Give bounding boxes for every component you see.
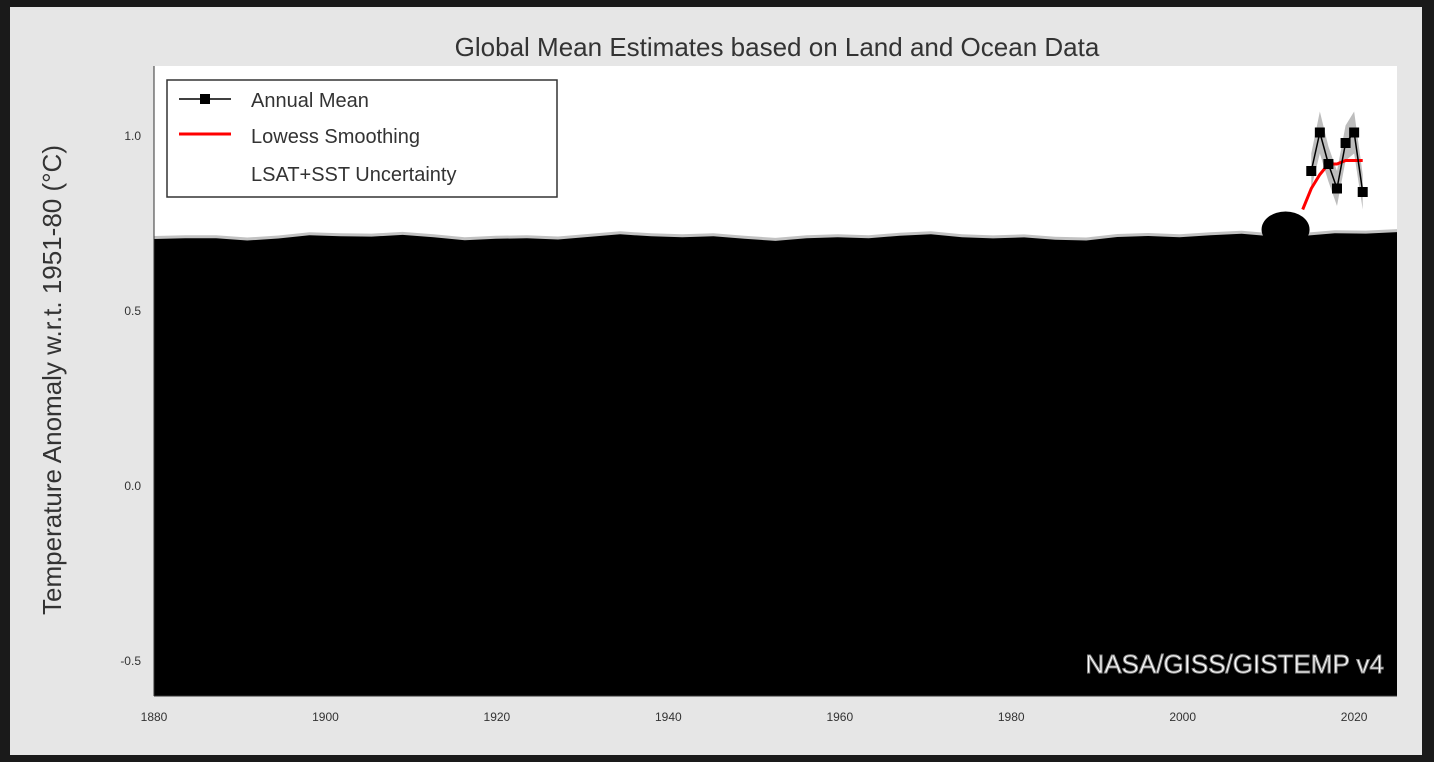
annual-mean-point	[1331, 183, 1342, 194]
axes: 1880 1900 1920 1940 1960 1980 2000 2020 -0.5 0.0 0…	[120, 66, 1397, 724]
annual-mean-point	[1340, 138, 1351, 148]
legend-annual-mean-label: Annual Mean	[251, 90, 369, 112]
x-tick-label: 2000	[1169, 710, 1196, 724]
watermark: NASA/GISS/GISTEMP v4	[1085, 649, 1384, 679]
legend-annual-mean-marker	[200, 94, 210, 104]
y-axis-label: Temperature Anomaly w.r.t. 1951-80 (°C)	[37, 145, 67, 615]
legend: Annual Mean Lowess Smoothing LSAT+SST Un…	[166, 79, 558, 198]
annual-mean-point	[1314, 127, 1325, 138]
y-tick-label: 0.0	[124, 479, 141, 493]
chart-marks	[154, 111, 1397, 696]
x-tick-label: 1920	[484, 710, 511, 724]
x-tick-label: 1960	[826, 710, 853, 724]
x-tick-label: 1940	[655, 710, 682, 724]
legend-lowess-label: Lowess Smoothing	[251, 126, 420, 148]
obscured-blot	[1261, 211, 1310, 248]
legend-uncertainty-label: LSAT+SST Uncertainty	[251, 164, 456, 186]
x-tick-label: 1980	[998, 710, 1025, 724]
obscured-region	[154, 232, 1397, 696]
annual-mean-point	[1323, 159, 1334, 169]
y-tick-label: -0.5	[120, 654, 141, 668]
legend-box	[166, 79, 558, 198]
y-tick-label: 1.0	[124, 129, 141, 143]
annual-mean-point	[1357, 187, 1368, 197]
x-tick-label: 1880	[141, 710, 168, 724]
x-tick-label: 2020	[1341, 710, 1368, 724]
annual-mean-point	[1349, 127, 1360, 138]
y-tick-label: 0.5	[124, 304, 141, 318]
chart-title: Global Mean Estimates based on Land and …	[455, 32, 1100, 62]
x-tick-label: 1900	[312, 710, 339, 724]
annual-mean-point	[1306, 166, 1317, 176]
